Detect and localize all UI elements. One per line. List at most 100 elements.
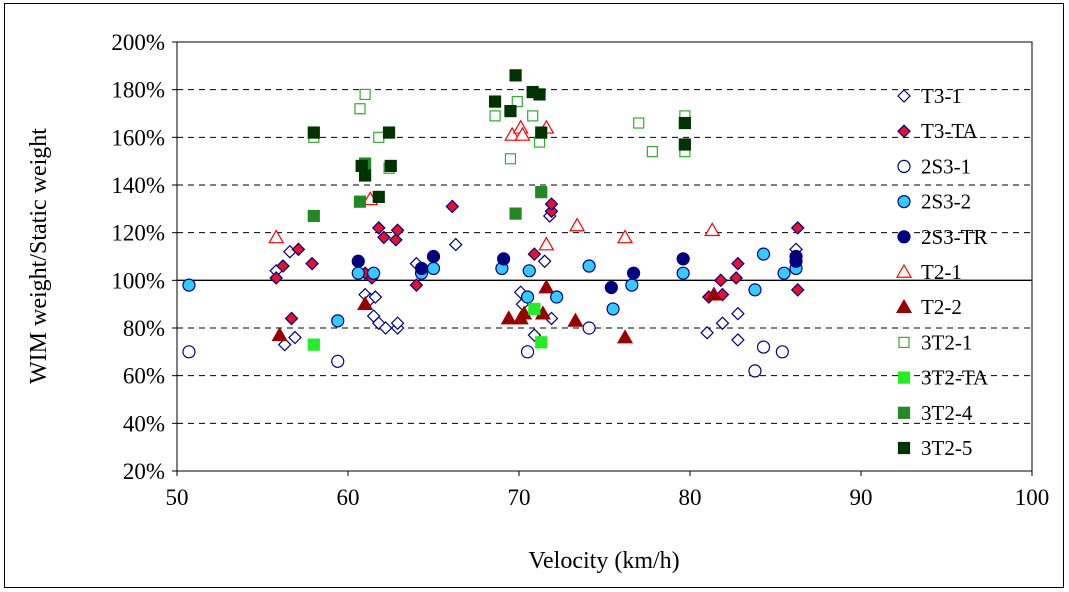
legend-marker: [895, 263, 913, 278]
point-2s3-2: [331, 314, 345, 328]
point-2s3-2: [676, 266, 690, 280]
point-3t2-5: [535, 126, 548, 139]
point-t3-ta: [377, 230, 391, 245]
legend-label: 3T2-1: [921, 330, 972, 354]
point-t2-2: [271, 326, 288, 341]
point-t2-1: [569, 217, 586, 232]
point-2s3-tr: [676, 252, 690, 266]
series-t2-1: [268, 119, 721, 251]
point-t2-1: [268, 229, 285, 244]
series-2s3-tr: [351, 249, 803, 295]
series-3t2-5: [307, 69, 691, 204]
series-3t2-4: [307, 157, 548, 223]
y-tick-label: 20%: [123, 459, 165, 484]
point-3t2-5: [372, 190, 385, 204]
point-t3-ta: [731, 256, 745, 271]
point-t3-ta: [409, 278, 424, 292]
point-3t2-1: [511, 95, 523, 108]
legend-item-2s3-2: 2S3-2: [897, 190, 971, 214]
point-3t2-5: [359, 169, 372, 182]
legend-marker: [897, 159, 911, 173]
point-2s3-2: [522, 264, 536, 278]
point-3t2-1: [373, 131, 385, 143]
point-t3-ta: [544, 197, 559, 211]
point-3t2-4: [307, 209, 320, 223]
legend-item-3t2-1: 3T2-1: [898, 330, 972, 354]
y-tick-label: 180%: [111, 78, 165, 103]
y-tick-label: 140%: [111, 173, 165, 198]
y-tick-label: 200%: [111, 30, 165, 55]
point-2s3-2: [606, 302, 620, 316]
point-2s3-2: [520, 290, 535, 304]
point-t3-ta: [729, 271, 744, 285]
grid-lines: [177, 89, 1032, 424]
point-t3-1: [537, 254, 552, 269]
point-t3-1: [378, 321, 393, 335]
point-t3-1: [731, 333, 745, 347]
point-3t2-1: [489, 110, 501, 122]
point-2s3-2: [748, 283, 762, 297]
legend-item-3t2-ta: 3T2-TA: [897, 366, 989, 390]
legend-label: 3T2-4: [921, 401, 973, 425]
legend-marker: [897, 230, 911, 244]
point-t3-ta: [527, 247, 542, 261]
legend-marker: [897, 89, 911, 103]
point-t3-ta: [544, 204, 559, 219]
x-tick-label: 50: [166, 485, 189, 510]
point-3t2-5: [678, 116, 691, 130]
legend-label: T3-1: [921, 84, 962, 108]
point-3t2-1: [359, 88, 371, 101]
legend-label: 3T2-TA: [921, 366, 989, 390]
x-tick-label: 80: [679, 485, 702, 510]
legend-marker: [897, 195, 911, 209]
point-2s3-2: [582, 259, 596, 273]
point-2s3-1: [331, 354, 345, 368]
legend-item-2s3-tr: 2S3-TR: [897, 225, 988, 249]
point-t3-ta: [790, 283, 805, 297]
point-t2-2: [500, 310, 517, 325]
point-t2-1: [504, 126, 521, 141]
point-2s3-2: [756, 247, 771, 261]
point-t3-ta: [305, 256, 319, 271]
point-3t2-5: [509, 69, 522, 82]
point-t3-1: [288, 330, 302, 345]
point-t2-2: [538, 279, 555, 294]
point-3t2-5: [533, 88, 546, 101]
point-2s3-tr: [414, 261, 429, 276]
y-tick-label: 100%: [111, 268, 165, 293]
point-2s3-tr: [351, 254, 365, 268]
point-t3-ta: [291, 242, 306, 257]
point-3t2-4: [535, 186, 548, 199]
legend-marker: [895, 298, 913, 314]
point-3t2-1: [354, 103, 366, 115]
point-3t2-5: [504, 105, 517, 118]
x-axis-title: Velocity (km/h): [528, 548, 679, 574]
point-t2-1: [514, 126, 531, 141]
point-t2-1: [704, 222, 721, 237]
legend-marker: [897, 371, 911, 384]
point-3t2-4: [509, 207, 522, 220]
point-2s3-2: [351, 266, 365, 280]
point-3t2-4: [353, 195, 367, 208]
y-axis-ticks: 20% 40% 60% 80% 100% 120% 140% 160% 180% 200%: [111, 30, 177, 484]
x-axis-ticks: 50 60 70 80 90 100: [166, 471, 1049, 510]
legend-label: 2S3-2: [921, 190, 971, 214]
point-t2-2: [357, 295, 374, 311]
point-2s3-tr: [497, 252, 511, 266]
data-points: [182, 69, 805, 378]
legend-marker: [897, 124, 911, 139]
y-tick-label: 120%: [111, 221, 165, 246]
series-t2-2: [271, 279, 722, 344]
legend-item-t2-2: T2-2: [895, 295, 962, 319]
point-3t2-5: [488, 95, 502, 108]
point-t3-ta: [284, 311, 299, 326]
series-2s3-2: [182, 247, 803, 328]
point-2s3-1: [582, 321, 596, 335]
legend-item-t3-ta: T3-TA: [897, 119, 978, 143]
point-t2-1: [616, 229, 634, 244]
legend-item-3t2-5: 3T2-5: [897, 436, 972, 460]
plot-area-border: [176, 41, 1033, 472]
x-tick-label: 90: [850, 485, 873, 510]
point-3t2-ta: [307, 338, 320, 351]
